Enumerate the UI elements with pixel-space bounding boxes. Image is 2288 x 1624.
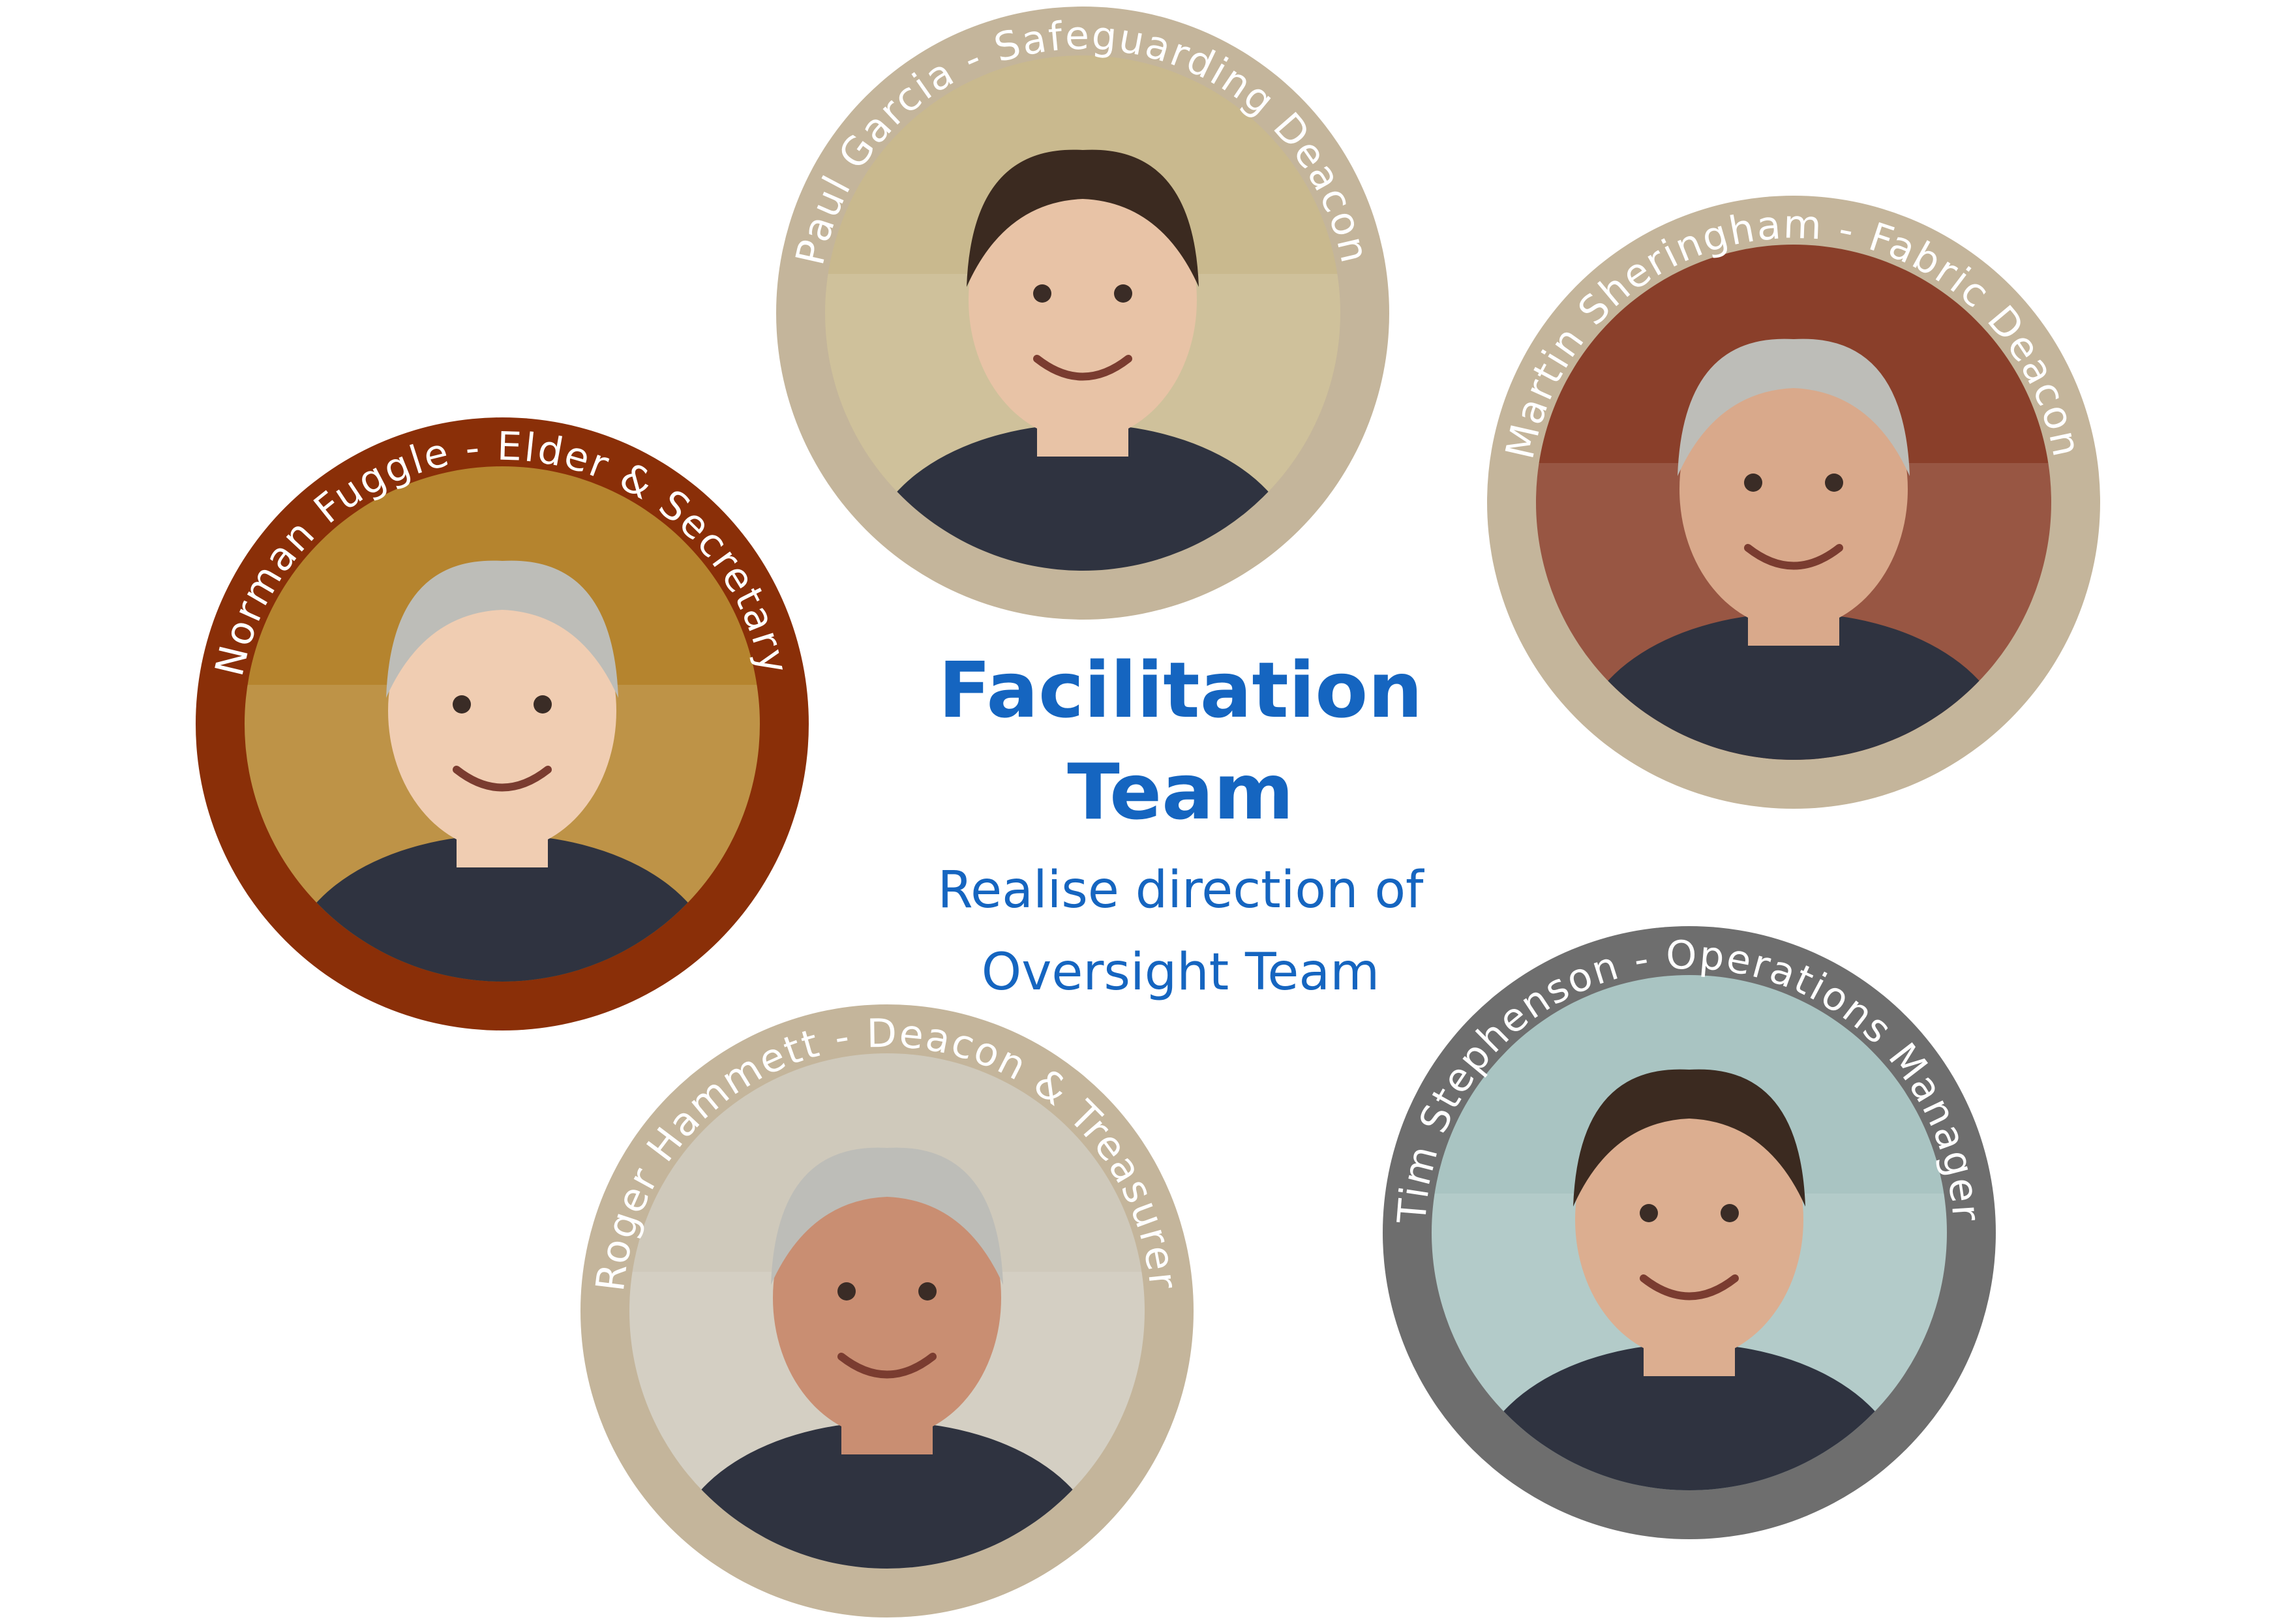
member-badge-roger-hammett: Roger Hammett - Deacon & Treasurer	[574, 998, 1200, 1624]
subtitle-line-1: Realise direction of	[937, 861, 1424, 920]
title-line-2: Team	[1067, 747, 1294, 837]
badge-graphic: Martin Sheringham - Fabric Deacon	[1487, 196, 2100, 809]
title-line-1: Facilitation	[938, 645, 1423, 735]
badge-graphic: Paul Garcia - Safeguarding Deacon	[776, 7, 1389, 620]
member-badge-paul-garcia: Paul Garcia - Safeguarding Deacon	[770, 0, 1396, 626]
member-badge-norman-fuggle: Norman Fuggle - Elder & Secretary	[189, 411, 815, 1037]
member-badge-martin-sheringham: Martin Sheringham - Fabric Deacon	[1481, 189, 2107, 815]
team-heading: Facilitation Team Realise direction of O…	[887, 639, 1474, 1007]
subtitle-line-2: Oversight Team	[981, 943, 1380, 1002]
badge-graphic: Roger Hammett - Deacon & Treasurer	[580, 1004, 1194, 1617]
member-badge-tim-stephenson: Tim Stephenson - Operations Manager	[1376, 920, 2002, 1546]
portrait-photo-icon	[629, 1053, 1145, 1569]
badge-graphic: Norman Fuggle - Elder & Secretary	[196, 417, 809, 1030]
badge-graphic: Tim Stephenson - Operations Manager	[1383, 926, 1996, 1539]
portrait-photo-icon	[245, 466, 760, 982]
portrait-photo-icon	[1536, 245, 2051, 760]
portrait-photo-icon	[1432, 975, 1947, 1490]
portrait-photo-icon	[825, 55, 1340, 571]
